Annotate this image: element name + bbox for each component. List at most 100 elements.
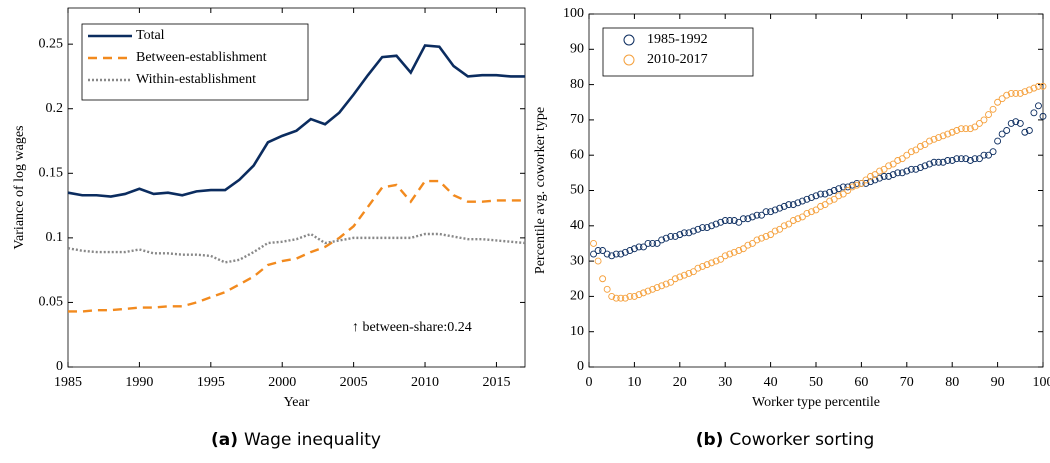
scatter-point [980, 116, 988, 124]
scatter-point [826, 197, 834, 205]
scatter-point [1039, 82, 1047, 90]
scatter-point [626, 292, 634, 300]
scatter-point [808, 208, 815, 216]
y-tick-label: 50 [570, 183, 584, 198]
scatter-point [726, 217, 734, 224]
scatter-point [1007, 119, 1015, 127]
scatter-point [844, 187, 852, 194]
legend-label: Between-establishment [136, 50, 267, 65]
scatter-point [803, 209, 811, 217]
y-tick-label: 30 [570, 253, 584, 268]
scatter-point [1039, 112, 1047, 120]
scatter-point [603, 285, 611, 293]
x-tick-label: 50 [809, 375, 823, 390]
scatter-point [762, 232, 770, 240]
scatter-point [894, 157, 902, 164]
scatter-point [621, 294, 629, 302]
scatter-point [885, 162, 893, 170]
scatter-point [703, 224, 711, 232]
scatter-point [685, 229, 693, 237]
scatter-point [812, 192, 820, 200]
y-tick-label: 0 [577, 359, 584, 374]
scatter-point [599, 247, 607, 254]
scatter-point [1030, 84, 1038, 92]
y-tick-label: 60 [570, 147, 584, 162]
scatter-point [907, 165, 915, 173]
scatter-point [1007, 89, 1015, 97]
scatter-point [871, 171, 879, 179]
scatter-point [771, 206, 779, 214]
scatter-point [1021, 128, 1029, 136]
scatter-point [594, 257, 602, 265]
scatter-point [671, 275, 679, 283]
scatter-point [667, 232, 675, 240]
scatter-point [880, 165, 888, 173]
scatter-point [726, 250, 734, 258]
caption-label: (b) [696, 430, 724, 450]
scatter-point [830, 187, 838, 194]
scatter-point [1012, 89, 1020, 97]
scatter-point [957, 125, 965, 133]
legend-label: 2010-2017 [647, 52, 708, 67]
scatter-point [608, 292, 616, 300]
scatter-point [867, 178, 874, 186]
y-tick-label: 20 [570, 289, 584, 304]
scatter-point [649, 285, 657, 293]
scatter-point [662, 280, 670, 288]
scatter-point [935, 134, 943, 142]
scatter-point [590, 239, 597, 247]
scatter-point [748, 239, 756, 247]
scatter-point [876, 174, 884, 182]
x-tick-label: 1985 [54, 375, 82, 390]
scatter-point [739, 215, 747, 223]
scatter-point [1030, 109, 1038, 117]
caption: (a) Wage inequality [211, 430, 381, 450]
scatter-point [744, 215, 752, 223]
scatter-point [640, 289, 647, 297]
scatter-point [708, 222, 716, 230]
scatter-point [939, 158, 947, 166]
scatter-point [612, 250, 620, 258]
scatter-point [635, 291, 643, 299]
scatter-point [953, 127, 961, 134]
scatter-point [948, 157, 956, 164]
scatter-point [739, 245, 747, 253]
y-tick-label: 100 [563, 6, 584, 21]
series-line [67, 44, 525, 198]
x-tick-label: 2010 [411, 375, 439, 390]
scatter-point [794, 215, 802, 223]
scatter-point [821, 190, 829, 198]
scatter-point [630, 292, 638, 300]
x-tick-label: 30 [718, 375, 732, 390]
scatter-point [867, 172, 874, 180]
scatter-point [926, 137, 933, 145]
scatter-point [903, 167, 911, 175]
scatter-point [817, 190, 824, 198]
scatter-point [662, 234, 670, 242]
scatter-point [689, 227, 697, 235]
scatter-point [975, 155, 983, 163]
scatter-point [717, 218, 725, 226]
scatter-point [962, 155, 970, 163]
scatter-point [649, 239, 657, 247]
scatter-point [771, 227, 779, 235]
scatter-point [966, 125, 974, 133]
caption-text: Coworker sorting [729, 430, 874, 450]
scatter-point [676, 273, 684, 281]
y-tick-label: 0.05 [39, 295, 64, 310]
x-tick-label: 2000 [268, 375, 296, 390]
y-tick-label: 40 [570, 218, 584, 233]
scatter-point [848, 181, 856, 189]
scatter-point [621, 248, 629, 256]
scatter-point [667, 278, 675, 286]
scatter-point [590, 250, 597, 258]
scatter-point [989, 105, 997, 113]
scatter-point [1035, 82, 1042, 90]
scatter-point [758, 234, 765, 242]
y-tick-label: 70 [570, 112, 584, 127]
scatter-point [626, 247, 634, 254]
series-line [67, 232, 526, 264]
scatter-point [776, 225, 784, 233]
x-tick-label: 10 [627, 375, 641, 390]
